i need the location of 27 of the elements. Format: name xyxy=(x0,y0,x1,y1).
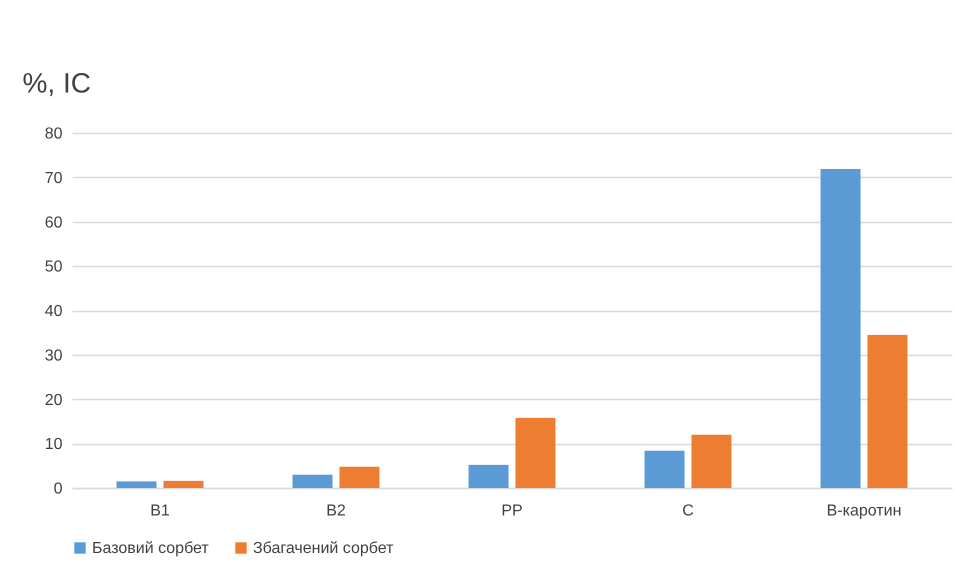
bar xyxy=(468,464,509,488)
bar xyxy=(644,450,685,488)
bar xyxy=(691,434,732,488)
bar xyxy=(820,168,861,488)
legend-label: Збагачений сорбет xyxy=(253,540,394,557)
y-tick-label: 50 xyxy=(44,258,63,276)
y-tick-label: 0 xyxy=(54,480,63,498)
bar xyxy=(116,481,157,488)
x-tick-label: B1 xyxy=(150,502,170,520)
x-tick-label: B2 xyxy=(326,502,346,520)
x-tick-label: PP xyxy=(501,502,523,520)
y-tick-label: 20 xyxy=(44,392,63,409)
legend-label: Базовий сорбет xyxy=(92,540,210,557)
bar xyxy=(292,474,333,488)
y-tick-label: 40 xyxy=(44,303,63,320)
y-axis-title: %, IC xyxy=(22,68,91,98)
bar xyxy=(867,334,908,488)
bar xyxy=(339,466,380,488)
bar xyxy=(515,418,556,488)
x-tick-label: C xyxy=(682,502,694,520)
y-tick-label: 30 xyxy=(44,347,63,364)
y-tick-label: 70 xyxy=(44,170,63,187)
y-tick-label: 80 xyxy=(44,126,63,142)
y-tick-label: 10 xyxy=(44,436,63,454)
y-tick-label: 60 xyxy=(44,214,63,232)
x-tick-label: B-каротин xyxy=(826,502,902,520)
bar xyxy=(163,480,204,488)
